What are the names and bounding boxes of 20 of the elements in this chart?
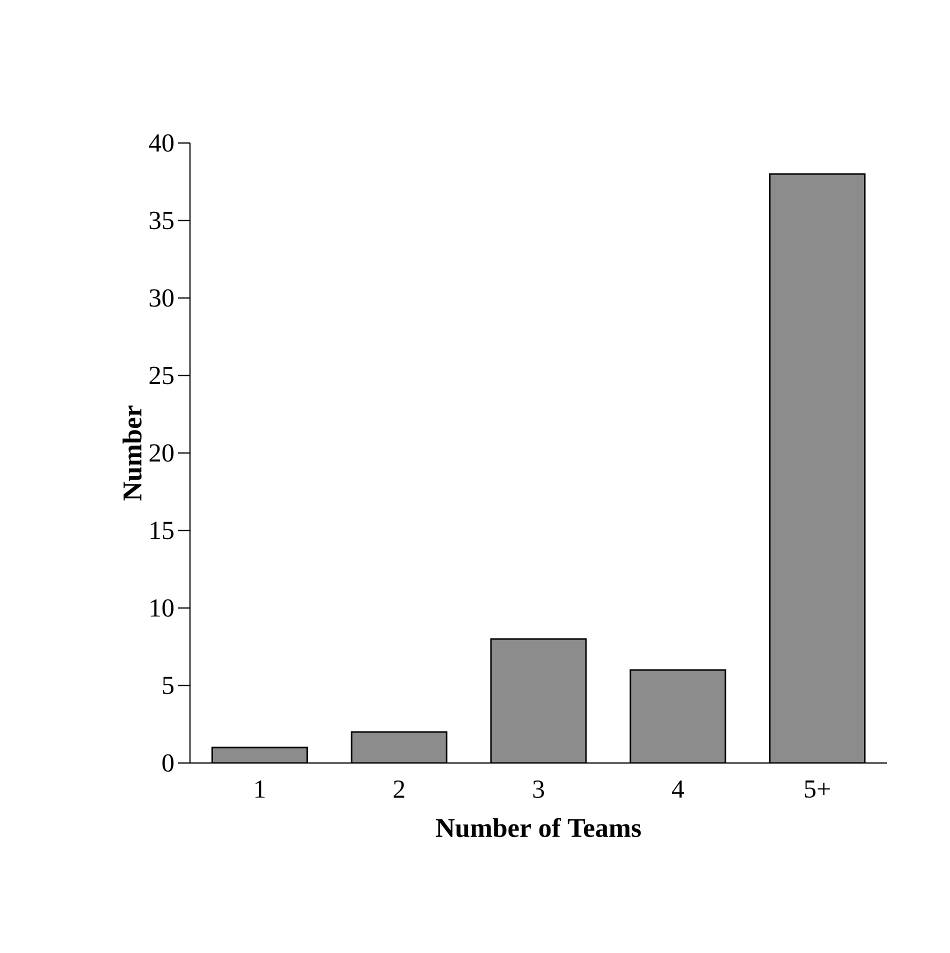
- y-tick-label: 25: [150, 366, 174, 384]
- y-tick-label: 20: [150, 444, 174, 462]
- bar: [630, 669, 726, 763]
- y-tick-label: 10: [150, 599, 174, 617]
- x-tick-label: 3: [533, 780, 544, 798]
- x-axis-title: Number of Teams: [436, 818, 641, 838]
- y-tick-label: 40: [148, 134, 174, 152]
- x-tick-label: 5+: [804, 780, 830, 798]
- bar: [769, 173, 866, 763]
- y-tick-label: 35: [150, 212, 174, 230]
- bar: [350, 731, 448, 763]
- y-tick-label: 30: [150, 289, 174, 307]
- y-tick-label: 5: [162, 676, 174, 694]
- y-tick-label: 15: [150, 522, 174, 540]
- x-tick-label: 4: [672, 780, 684, 798]
- y-tick-label: 0: [162, 754, 174, 772]
- x-tick-label: 1: [255, 780, 265, 798]
- y-axis-title: Number: [122, 406, 142, 500]
- x-tick-label: 2: [394, 780, 404, 798]
- bar: [490, 638, 587, 763]
